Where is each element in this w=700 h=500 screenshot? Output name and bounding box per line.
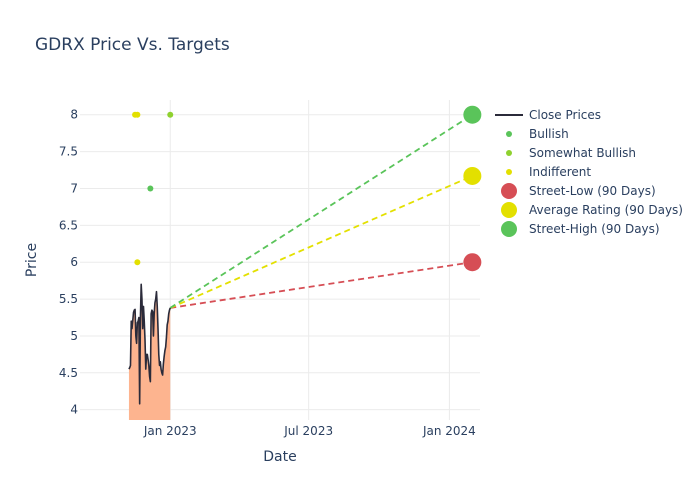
- legend-swatch-dot: [506, 131, 512, 137]
- y-axis-title: Price: [24, 243, 40, 277]
- legend-swatch-marker: [501, 221, 517, 237]
- y-tick-label: 7.5: [59, 145, 78, 159]
- analyst-rating-points: [132, 111, 174, 266]
- legend-item[interactable]: Average Rating (90 Days): [501, 202, 683, 218]
- legend-label: Street-Low (90 Days): [529, 184, 656, 198]
- legend-item[interactable]: Close Prices: [495, 108, 601, 122]
- x-tick-label: Jul 2023: [283, 424, 333, 438]
- legend-item[interactable]: Street-Low (90 Days): [501, 183, 656, 199]
- legend-swatch-dot: [506, 169, 512, 175]
- target-lines: [169, 113, 473, 309]
- target-marker-average: [463, 166, 482, 185]
- target-marker-street-low: [463, 253, 482, 272]
- legend-label: Close Prices: [529, 108, 601, 122]
- legend-label: Street-High (90 Days): [529, 222, 660, 236]
- y-tick-label: 8: [70, 108, 78, 122]
- rating-point-bullish: [147, 185, 154, 192]
- legend-label: Average Rating (90 Days): [529, 203, 683, 217]
- target-markers: [463, 105, 482, 272]
- legend-label: Somewhat Bullish: [529, 146, 636, 160]
- y-tick-label: 4: [70, 403, 78, 417]
- x-axis-ticks: Jan 2023 Jul 2023 Jan 2024: [143, 424, 476, 438]
- x-tick-label: Jan 2023: [143, 424, 197, 438]
- close-price-series: [128, 283, 172, 405]
- legend[interactable]: Close Prices Bullish Somewhat Bullish Indif…: [495, 108, 683, 237]
- rating-point-indifferent: [134, 259, 141, 266]
- y-tick-label: 5.5: [59, 292, 78, 306]
- rating-point-indifferent: [134, 111, 141, 118]
- y-axis-ticks: 4 4.5 5 5.5 6 6.5 7 7.5 8: [59, 108, 78, 417]
- legend-swatch-marker: [501, 183, 517, 199]
- close-price-line: [128, 283, 172, 405]
- y-tick-label: 6.5: [59, 218, 78, 232]
- target-line-street-low: [170, 261, 473, 309]
- target-line-street-high: [169, 113, 473, 309]
- y-tick-label: 7: [70, 181, 78, 195]
- y-tick-label: 4.5: [59, 366, 78, 380]
- rating-point-somewhat-bullish: [167, 111, 174, 118]
- x-tick-label: Jan 2024: [422, 424, 476, 438]
- legend-label: Bullish: [529, 127, 569, 141]
- legend-label: Indifferent: [529, 165, 591, 179]
- target-marker-street-high: [463, 105, 482, 124]
- legend-item[interactable]: Street-High (90 Days): [501, 221, 660, 237]
- x-axis-title: Date: [263, 449, 296, 465]
- y-tick-label: 5: [70, 329, 78, 343]
- legend-item[interactable]: Somewhat Bullish: [506, 146, 636, 160]
- legend-swatch-marker: [501, 202, 517, 218]
- legend-item[interactable]: Indifferent: [506, 165, 591, 179]
- y-tick-label: 6: [70, 255, 78, 269]
- chart-title: GDRX Price Vs. Targets: [35, 35, 230, 55]
- legend-swatch-dot: [506, 150, 512, 156]
- legend-item[interactable]: Bullish: [506, 127, 569, 141]
- target-line-average: [169, 175, 473, 309]
